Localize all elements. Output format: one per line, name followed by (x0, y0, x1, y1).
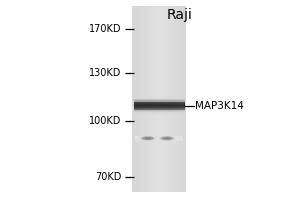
Text: 100KD: 100KD (89, 116, 122, 126)
Text: 170KD: 170KD (89, 24, 122, 34)
Text: 70KD: 70KD (95, 172, 122, 182)
Text: 130KD: 130KD (89, 68, 122, 78)
Text: Raji: Raji (167, 8, 193, 22)
Text: MAP3K14: MAP3K14 (195, 101, 244, 111)
